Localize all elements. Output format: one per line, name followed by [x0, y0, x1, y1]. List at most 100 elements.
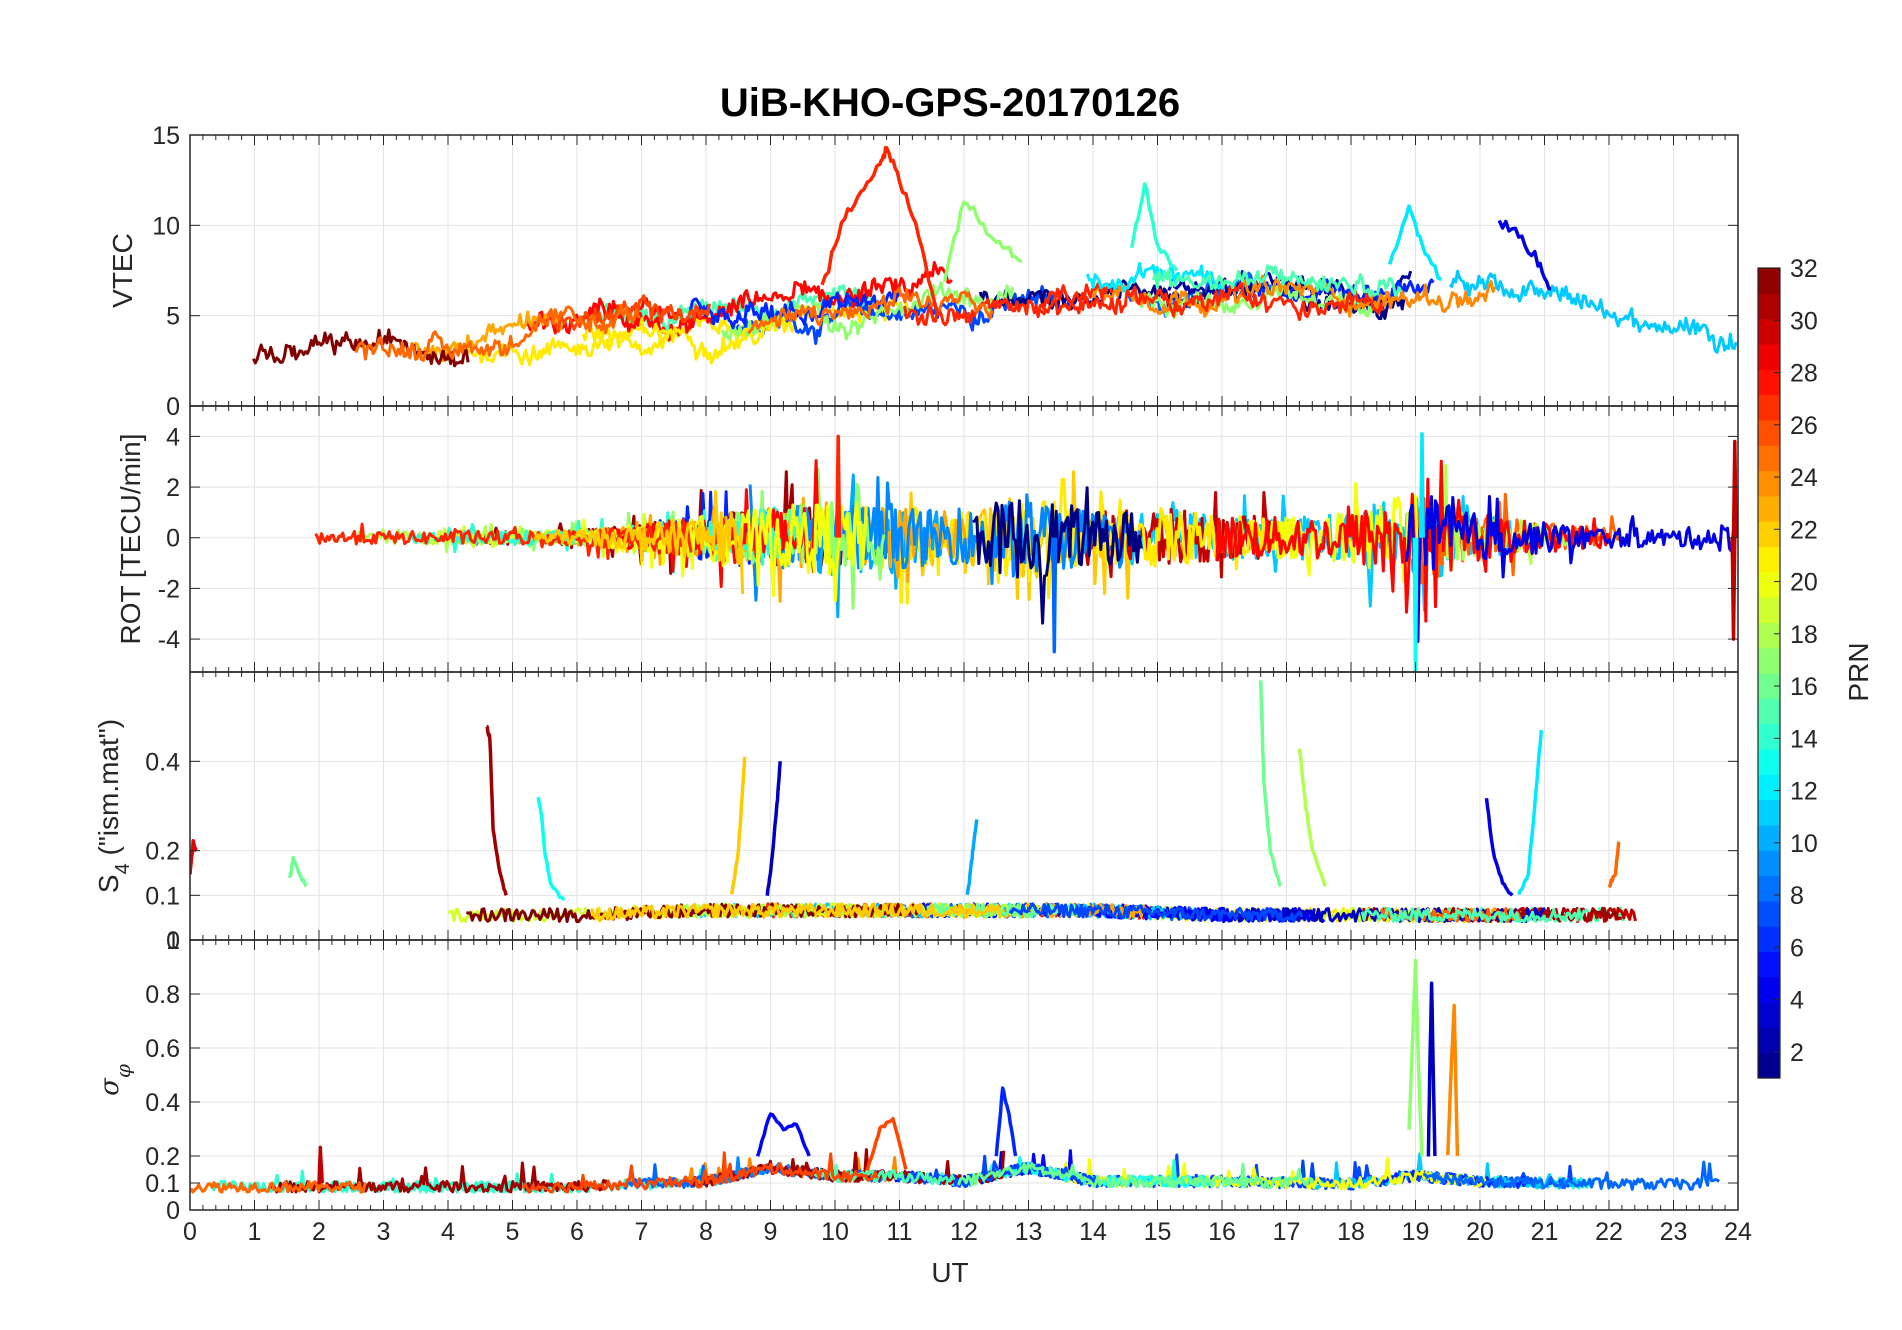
prn-trace: [813, 1163, 956, 1185]
panel-vtec-ticks: [189, 134, 1739, 407]
prn-series-26: [865, 1116, 908, 1171]
x-tick-label: 19: [1402, 1218, 1430, 1246]
prn-series-16: [1258, 680, 1282, 887]
prn-trace: [314, 518, 693, 560]
x-tick-label: 15: [1144, 1218, 1172, 1246]
colorbar-segment: [1758, 723, 1780, 750]
prn-series-29: [190, 839, 198, 875]
prn-series-3: [1426, 981, 1437, 1157]
colorbar-segment: [1758, 394, 1780, 421]
panel-s4-data: [190, 680, 1637, 924]
colorbar-segment: [1758, 799, 1780, 826]
colorbar-tick-label: 22: [1790, 516, 1818, 544]
colorbar-segment: [1758, 748, 1780, 775]
x-tick-label: 24: [1724, 1218, 1752, 1246]
prn-series-13: [536, 797, 566, 902]
colorbar-segment: [1758, 647, 1780, 674]
prn-series-12: [1388, 204, 1443, 282]
colorbar-segment: [1758, 318, 1780, 345]
x-tick-label: 11: [887, 1218, 913, 1246]
y-tick-label: 5: [166, 303, 180, 331]
prn-trace: [1039, 281, 1385, 322]
y-tick-label: 15: [152, 122, 180, 150]
colorbar-segment: [1758, 445, 1780, 472]
y-tick-label: 0.4: [145, 1089, 180, 1117]
prn-series-16: [288, 855, 308, 888]
x-tick-label: 8: [699, 1218, 713, 1246]
x-tick-label: 22: [1595, 1218, 1623, 1246]
prn-trace: [190, 1179, 367, 1194]
x-tick-label: 6: [570, 1218, 584, 1246]
prn-trace: [1008, 902, 1304, 923]
y-tick-label: 0.1: [145, 882, 180, 910]
prn-series-18: [1297, 748, 1327, 887]
prn-trace: [686, 290, 901, 330]
y-tick-label: 0.8: [145, 981, 180, 1009]
prn-series-25: [1607, 841, 1621, 888]
prn-series-14: [1129, 182, 1179, 272]
colorbar-segment: [1758, 369, 1780, 396]
chart-title: UiB-KHO-GPS-20170126: [720, 81, 1180, 125]
colorbar-segment: [1758, 293, 1780, 320]
colorbar-segment: [1758, 495, 1780, 522]
colorbar-segment: [1758, 824, 1780, 851]
x-tick-label: 10: [821, 1218, 849, 1246]
x-tick-label: 4: [441, 1218, 455, 1246]
prn-series-27: [820, 145, 940, 317]
y-tick-label: 0: [166, 1197, 180, 1225]
prn-series-4: [1497, 219, 1552, 291]
panel-vtec-data: [252, 145, 1738, 368]
prn-trace: [524, 297, 702, 335]
y-tick-label: 1: [166, 927, 180, 955]
colorbar-tick-label: 4: [1790, 987, 1804, 1015]
panel-s4-ylabel: S4 ("ism.mat"): [93, 719, 134, 893]
prn-series-30: [317, 1145, 324, 1185]
colorbar-segment: [1758, 926, 1780, 953]
prn-trace: [1151, 264, 1403, 298]
y-tick-label: 0: [166, 927, 180, 955]
panel-rot-ylabel: ROT [TECU/min]: [115, 433, 146, 644]
prn-trace: [521, 1151, 879, 1194]
colorbar-segment: [1758, 622, 1780, 649]
x-tick-label: 23: [1660, 1218, 1688, 1246]
prn-trace: [590, 902, 1002, 923]
prn-trace: [354, 304, 641, 362]
prn-trace: [747, 286, 994, 335]
colorbar-segment: [1758, 571, 1780, 598]
colorbar-segment: [1758, 673, 1780, 699]
colorbar-segment: [1758, 875, 1780, 902]
colorbar-frame: [1757, 267, 1781, 1079]
panel-sigma-ylabel: σφ: [95, 1064, 135, 1096]
colorbar-tick-label: 32: [1790, 255, 1818, 283]
colorbar-segment: [1758, 597, 1780, 623]
x-tick-label: 14: [1079, 1218, 1107, 1246]
colorbar-tick-label: 30: [1790, 307, 1818, 335]
x-tick-label: 12: [950, 1218, 978, 1246]
colorbar-segment: [1758, 470, 1780, 497]
prn-series-13: [1412, 537, 1419, 672]
prn-series-24: [1446, 1003, 1460, 1157]
prn-trace: [1091, 274, 1497, 318]
prn-series-27: [835, 434, 842, 538]
colorbar-segment: [1758, 1002, 1780, 1028]
x-tick-label: 9: [764, 1218, 778, 1246]
prn-series-12: [1517, 729, 1544, 896]
x-tick-label: 1: [248, 1218, 262, 1246]
y-tick-label: -2: [158, 575, 180, 603]
y-tick-label: 0.2: [145, 838, 180, 866]
colorbar-tick-label: 20: [1790, 569, 1818, 597]
y-tick-label: 0: [166, 393, 180, 421]
colorbar-segment: [1758, 976, 1780, 1003]
colorbar-tick-label: 10: [1790, 830, 1818, 858]
y-tick-label: -4: [158, 626, 180, 654]
colorbar-tick-label: 16: [1790, 673, 1818, 701]
x-tick-label: 5: [506, 1218, 520, 1246]
prn-series-31: [485, 724, 508, 896]
prn-series-4: [1484, 797, 1514, 897]
prn-trace: [533, 490, 745, 595]
x-tick-label: 13: [1015, 1218, 1043, 1246]
prn-trace: [972, 486, 1143, 625]
colorbar-segment: [1758, 850, 1780, 877]
